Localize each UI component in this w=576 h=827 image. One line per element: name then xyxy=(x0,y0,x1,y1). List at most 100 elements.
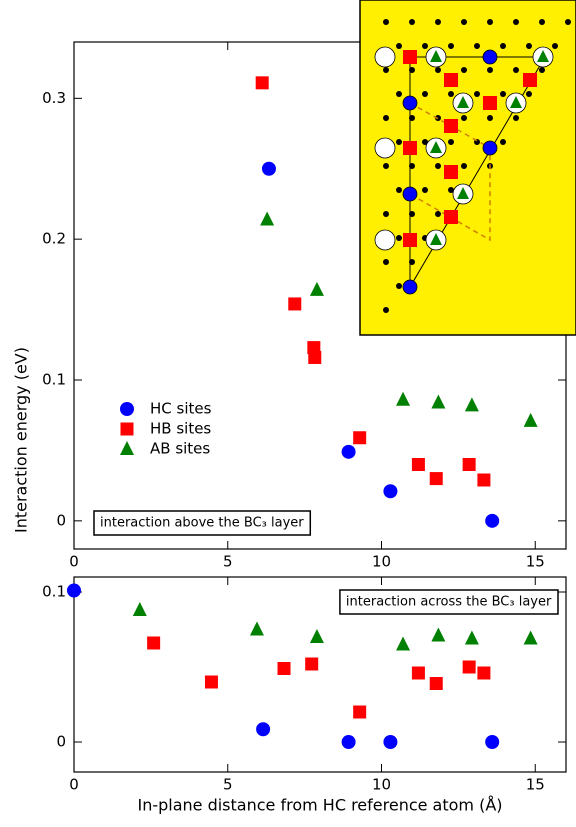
marker-square xyxy=(477,666,491,680)
y-tick-label: 0.3 xyxy=(42,89,66,107)
marker-square xyxy=(204,675,218,689)
plot-frame xyxy=(73,576,567,773)
lattice-dot xyxy=(383,259,389,265)
lattice-dot xyxy=(500,43,506,49)
marker-square xyxy=(305,657,319,671)
y-tick-label: 0 xyxy=(56,511,66,529)
marker-circle xyxy=(485,513,500,528)
marker-circle xyxy=(261,161,276,176)
lattice-dot xyxy=(383,19,389,25)
marker-square xyxy=(308,350,322,364)
hb-site xyxy=(444,210,458,224)
marker-square xyxy=(353,705,367,719)
lattice-dot xyxy=(513,115,519,121)
marker-triangle xyxy=(396,391,411,406)
marker-square xyxy=(277,662,291,675)
lattice-dot xyxy=(461,67,467,73)
marker-triangle xyxy=(464,630,479,645)
marker-triangle xyxy=(537,50,549,62)
hb-site xyxy=(483,96,497,110)
marker-triangle xyxy=(430,50,442,62)
lattice-dot xyxy=(383,115,389,121)
hc-site xyxy=(482,49,498,65)
x-tick-label: 10 xyxy=(372,553,391,571)
y-tick-label: 0.1 xyxy=(42,583,66,601)
marker-triangle xyxy=(510,96,522,108)
lattice-dot xyxy=(500,91,506,97)
marker-square xyxy=(462,458,476,471)
lattice-dot xyxy=(422,43,428,49)
marker-square xyxy=(429,472,443,486)
marker-triangle xyxy=(260,211,275,226)
annotation-box xyxy=(339,589,559,615)
legend-label: HB sites xyxy=(150,420,211,438)
hb-site xyxy=(444,119,458,133)
lattice-dot xyxy=(552,43,558,49)
lattice-dot xyxy=(422,187,428,193)
lattice-dot xyxy=(526,91,532,97)
hc-site xyxy=(402,186,418,202)
marker-triangle xyxy=(431,394,446,409)
lattice-dot xyxy=(487,19,493,25)
marker-square xyxy=(411,458,425,471)
x-tick-label: 5 xyxy=(223,553,233,571)
lattice-dot xyxy=(396,43,402,49)
x-tick-label: 15 xyxy=(526,553,545,571)
lattice-dot xyxy=(383,307,389,313)
marker-triangle xyxy=(464,397,479,412)
x-tick-label: 0 xyxy=(69,553,79,571)
marker-square xyxy=(255,76,269,90)
hc-site xyxy=(482,140,498,156)
x-tick-label: 0 xyxy=(69,776,79,794)
lattice-dot xyxy=(565,19,571,25)
marker-triangle xyxy=(249,621,264,636)
marker-square xyxy=(147,636,161,650)
annotation: interaction above the BC₃ layer xyxy=(93,510,312,536)
legend-label: HC sites xyxy=(150,400,212,418)
legend-label: AB sites xyxy=(150,440,210,458)
x-tick-label: 5 xyxy=(223,776,233,794)
lattice-dot xyxy=(474,43,480,49)
empty-site xyxy=(374,229,396,251)
y-axis-label: Interaction energy (eV) xyxy=(12,347,31,533)
lattice-dot xyxy=(422,139,428,145)
marker-square xyxy=(429,677,443,690)
marker-square xyxy=(477,473,491,487)
annotation-text: interaction above the BC₃ layer xyxy=(100,516,304,531)
empty-site xyxy=(374,137,396,159)
marker-square xyxy=(120,422,134,436)
lattice-dot xyxy=(448,187,454,193)
marker-triangle xyxy=(457,187,469,199)
lattice-dot xyxy=(396,91,402,97)
inset-diagram xyxy=(359,0,576,336)
marker-circle xyxy=(341,444,356,459)
lattice-dot xyxy=(539,19,545,25)
lattice-dot xyxy=(435,211,441,217)
empty-site xyxy=(374,46,396,68)
marker-triangle xyxy=(396,636,411,651)
lattice-dot xyxy=(396,283,402,289)
lattice-dot xyxy=(396,139,402,145)
y-tick-label: 0 xyxy=(56,733,66,751)
lattice-dot xyxy=(487,115,493,121)
hc-site xyxy=(402,95,418,111)
marker-triangle xyxy=(309,629,324,643)
x-tick-label: 10 xyxy=(372,776,391,794)
marker-triangle xyxy=(309,281,324,296)
lattice-dot xyxy=(448,91,454,97)
lattice-dot xyxy=(383,67,389,73)
hb-site xyxy=(444,73,458,87)
marker-square xyxy=(462,660,476,674)
marker-triangle xyxy=(430,233,442,245)
lattice-dot xyxy=(383,211,389,217)
y-tick-label: 0.1 xyxy=(42,371,66,389)
unit-cell xyxy=(409,56,546,289)
marker-circle xyxy=(341,735,356,749)
lattice-dot xyxy=(500,139,506,145)
lattice-dot xyxy=(513,67,519,73)
marker-circle xyxy=(383,735,398,749)
lattice-dot xyxy=(526,43,532,49)
marker-triangle xyxy=(457,96,469,108)
lattice-dot xyxy=(409,19,415,25)
